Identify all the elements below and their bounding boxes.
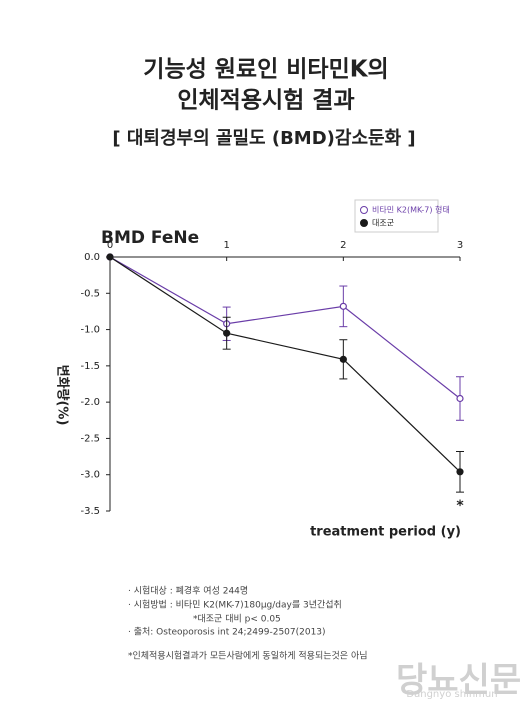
legend-label: 비타민 K2(MK-7) 형태 xyxy=(372,205,450,215)
note: · 시험방법 : 비타민 K2(MK-7)180μg/day를 3년간섭취 xyxy=(128,600,342,611)
data-point xyxy=(456,468,464,476)
x-tick-label: 2 xyxy=(340,240,346,251)
y-tick-label: -1.5 xyxy=(80,361,100,372)
note: · 출처: Osteoporosis int 24;2499-2507(2013… xyxy=(128,626,326,638)
note: *인체적용시험결과가 모든사람에게 동일하게 적용되는것은 아님 xyxy=(128,650,368,662)
y-tick-label: -2.0 xyxy=(80,397,100,408)
series-line xyxy=(109,256,461,399)
data-point xyxy=(456,394,464,403)
legend-label: 대조군 xyxy=(372,219,394,228)
x-tick-label: 1 xyxy=(223,240,229,251)
legend-marker xyxy=(360,206,368,214)
y-tick-label: -3.5 xyxy=(80,506,100,517)
y-tick-label: 0.0 xyxy=(84,252,100,263)
watermark-sub: Dangnyo shinmun xyxy=(406,689,497,700)
y-tick-label: -2.5 xyxy=(80,433,100,444)
data-point xyxy=(223,329,231,337)
watermark: 당뇨신문 xyxy=(396,661,521,701)
y-tick-label: -1.0 xyxy=(80,325,100,336)
legend-box xyxy=(354,199,439,233)
data-point xyxy=(339,355,347,363)
annotation: * xyxy=(456,498,464,514)
x-tick-label: 0 xyxy=(107,240,113,251)
x-axis-label: treatment period (y) xyxy=(310,525,461,540)
x-tick-label: 3 xyxy=(457,240,463,251)
y-tick-label: -0.5 xyxy=(80,288,100,299)
y-tick-label: -3.0 xyxy=(80,470,100,481)
data-point xyxy=(106,253,114,261)
legend-marker xyxy=(360,219,368,227)
note: · 시험대상 : 폐경후 여성 244명 xyxy=(128,585,248,597)
note: *대조군 대비 p< 0.05 xyxy=(193,614,281,625)
title-line: 인체적용시험 결과 xyxy=(177,88,354,114)
title-line: 기능성 원료인 비타민K의 xyxy=(143,57,388,83)
panel-title: BMD FeNe xyxy=(101,228,199,248)
data-point xyxy=(339,302,347,310)
y-axis-label: 변화량(%) xyxy=(55,365,71,426)
subtitle: [ 대퇴경부의 골밀도 (BMD)감소둔화 ] xyxy=(112,128,415,149)
series-line xyxy=(109,256,461,473)
